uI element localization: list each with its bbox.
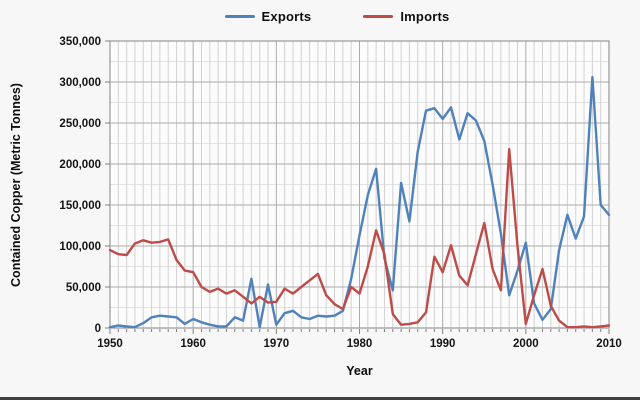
y-tick-label: 0 (95, 323, 101, 335)
y-tick-label: 300,000 (59, 77, 101, 89)
x-tick-label: 1970 (264, 338, 290, 350)
y-tick-label: 150,000 (59, 200, 101, 212)
y-tick-label: 200,000 (59, 159, 101, 171)
exports-line-swatch (224, 15, 255, 18)
legend-label-exports: Exports (261, 9, 312, 24)
chart-legend: Exports Imports (0, 9, 640, 24)
legend-item-exports: Exports (224, 9, 312, 24)
y-tick-label: 350,000 (59, 36, 101, 48)
plot-border (109, 40, 610, 329)
legend-label-imports: Imports (400, 9, 450, 24)
bottom-border-bar (0, 397, 640, 400)
series-line-imports (108, 147, 611, 329)
x-axis-title: Year (346, 364, 373, 378)
x-tick-label: 1980 (347, 338, 373, 350)
x-tick-label: 2010 (596, 338, 622, 350)
y-tick-label: 50,000 (66, 282, 101, 294)
y-tick-label: 100,000 (59, 241, 101, 253)
x-tick-label: 1950 (97, 338, 123, 350)
x-tick-label: 2000 (513, 338, 539, 350)
legend-item-imports: Imports (363, 9, 449, 24)
y-tick-label: 250,000 (59, 118, 101, 130)
series-line-exports (108, 75, 611, 329)
x-tick-label: 1990 (430, 338, 456, 350)
imports-line-swatch (363, 15, 394, 18)
x-tick-label: 1960 (180, 338, 206, 350)
